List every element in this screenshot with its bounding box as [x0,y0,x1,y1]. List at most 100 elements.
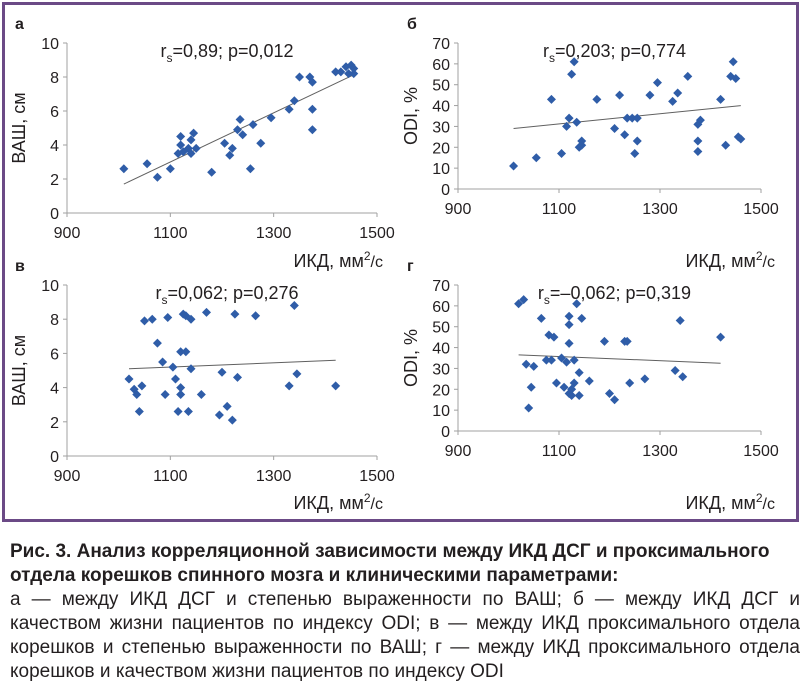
data-point [678,372,688,382]
data-point [266,113,276,123]
data-point [620,130,630,140]
data-point [336,67,346,77]
x-axis-label: ИКД, мм2/с [293,491,383,513]
x-tick-label: 1300 [642,443,678,460]
y-tick-label: 20 [432,140,450,157]
data-point [541,355,551,365]
data-point [230,309,240,319]
data-point [721,140,731,150]
y-axis-label: ODI, % [401,87,421,145]
charts-canvas: а 0 2 4 6 8 10 900 1100 1300 1500 ВАШ, см ИКД, мм2/с… [9,16,779,513]
scatter-panel: б 0 10 20 30 40 50 60 70 900 1100 1300 1500 ODI, % ИКД… [401,16,779,271]
data-point [349,69,359,79]
data-point [307,104,317,114]
trend-line [518,354,721,364]
y-tick-label: 70 [432,278,450,295]
y-tick-label: 0 [50,449,59,466]
x-tick-label: 1100 [153,468,188,485]
data-point [670,366,680,376]
data-point [673,88,683,98]
data-point [652,78,662,88]
y-tick-label: 30 [432,119,450,136]
data-point [165,164,175,174]
data-point [196,389,206,399]
data-point [292,369,302,379]
data-point [233,125,242,135]
data-point [191,143,201,153]
x-tick-label: 1300 [256,468,292,485]
data-point [344,69,354,79]
data-point [152,338,162,348]
y-tick-label: 8 [50,312,59,329]
x-tick-label: 1100 [542,201,577,218]
y-tick-label: 40 [432,99,450,116]
scatter-panel: в 0 2 4 6 8 10 900 1100 1300 1500 ВАШ, см ИКД, мм2/с… [9,258,395,513]
data-point [514,299,524,309]
data-point [251,311,261,321]
data-point [572,117,582,127]
data-point [152,172,162,182]
data-point [163,312,173,322]
data-point [186,364,196,374]
y-axis-label: ODI, % [401,329,421,387]
x-tick-label: 1100 [542,443,577,460]
data-point [284,104,294,114]
data-point [519,295,529,305]
data-point [675,315,685,325]
data-point [736,134,746,144]
data-point [599,336,609,346]
data-point [577,313,587,323]
data-point [217,367,227,377]
data-point [176,132,186,141]
data-point [562,121,572,131]
data-point [546,94,556,104]
scatter-panel: а 0 2 4 6 8 10 900 1100 1300 1500 ВАШ, см ИКД, мм2/с… [9,16,395,271]
data-point [158,357,168,367]
panel-letter: б [407,16,417,33]
data-point [716,332,726,342]
y-tick-label: 0 [441,424,450,441]
data-point [331,67,341,77]
panel-letter: а [15,16,24,33]
data-point [615,90,625,100]
data-point [186,135,196,145]
data-point [295,72,304,82]
data-point [693,146,703,156]
data-point [214,410,224,420]
x-axis-label: ИКД, мм2/с [685,491,775,513]
y-tick-label: 0 [441,182,450,199]
data-point [584,376,594,386]
data-point [349,64,359,73]
y-tick-label: 50 [432,320,450,337]
x-axis-label: ИКД, мм2/с [685,249,775,271]
data-point [728,57,738,67]
data-point [222,401,232,411]
data-point [645,90,655,100]
data-point [186,149,196,158]
data-point [559,382,569,392]
data-point [289,301,299,311]
data-point [695,115,705,125]
x-tick-label: 900 [445,201,472,218]
data-point [119,164,129,174]
data-point [577,140,587,150]
data-point [235,115,245,124]
y-tick-label: 4 [50,138,59,155]
data-point [176,389,186,399]
data-point [557,149,567,159]
stat-annotation: rs=–0,062; p=0,319 [538,283,691,307]
x-tick-label: 1300 [256,225,292,242]
caption-title: Рис. 3. Анализ корреляционной зависимост… [10,541,770,586]
trend-line [128,359,336,370]
data-point [627,113,637,123]
y-tick-label: 20 [432,382,450,399]
data-point [171,374,180,384]
data-point [610,395,620,405]
panel-letter: г [407,258,414,275]
data-point [189,128,199,138]
data-point [227,143,237,153]
y-tick-label: 10 [432,403,450,420]
data-point [248,120,258,130]
x-tick-label: 900 [54,468,81,485]
y-tick-label: 6 [50,104,59,121]
